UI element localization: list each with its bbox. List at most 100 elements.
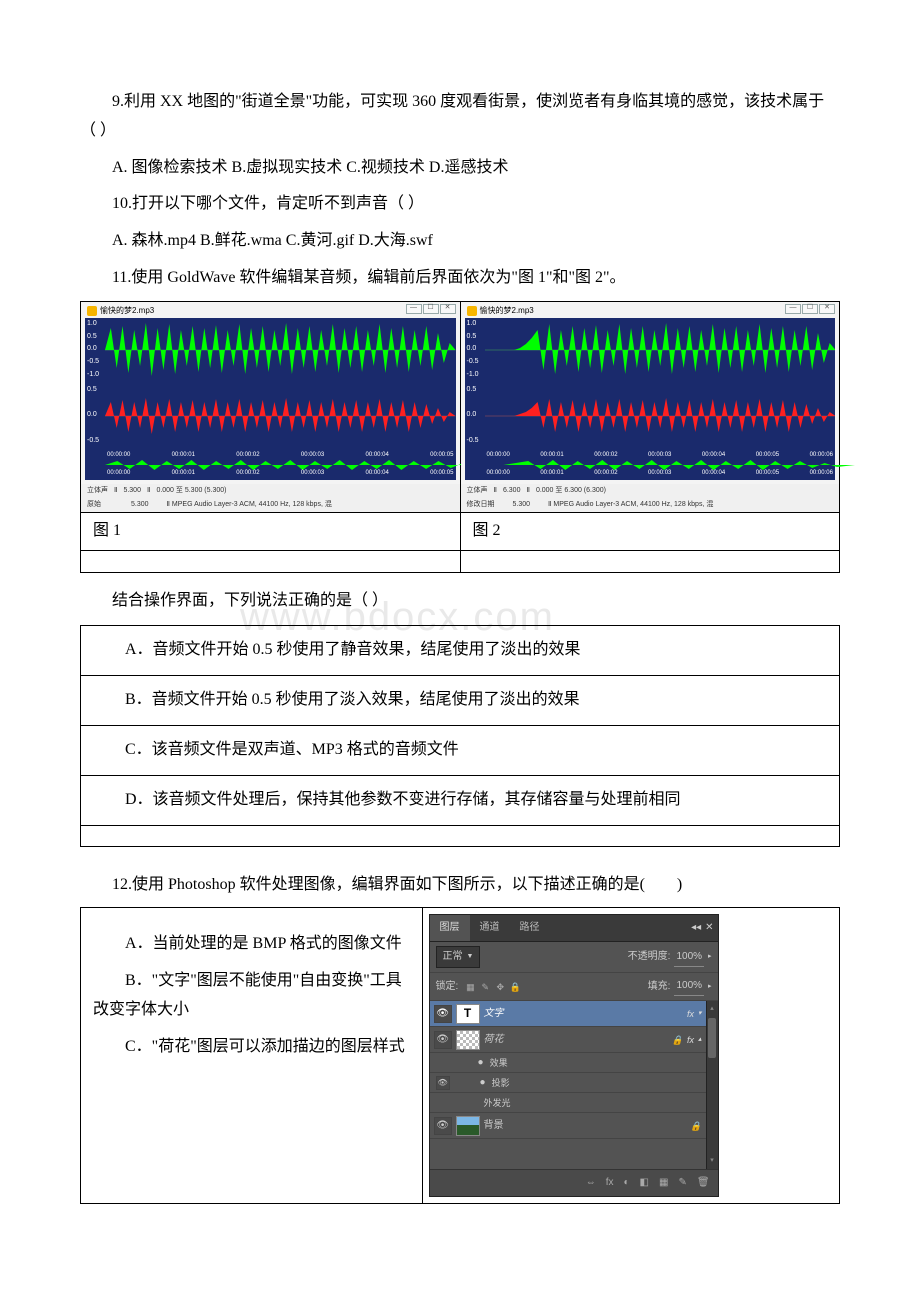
visibility-icon[interactable]: 👁 [434, 1117, 452, 1135]
layer-fx-icon[interactable]: fx [687, 1032, 694, 1048]
layer-fx-outerglow[interactable]: 外发光 [430, 1093, 706, 1113]
opacity-value[interactable]: 100% [674, 948, 704, 967]
fig1-cell: 愉快的梦2.mp3 — ☐ ✕ 1.0 0.5 0.0 -0.5 [81, 301, 461, 512]
scroll-thumb[interactable] [708, 1018, 716, 1058]
visibility-icon[interactable]: 👁 [434, 1005, 452, 1023]
gw2-range: 0.000 至 6.300 (6.300) [536, 485, 606, 498]
visibility-icon[interactable]: 👁 [434, 1031, 452, 1049]
q11-opt-d: D．该音频文件处理后，保持其他参数不变进行存储，其存储容量与处理前相同 [81, 775, 840, 825]
gw1-right-axis: 0.5 0.0 -0.5 [87, 384, 105, 448]
lock-icons: ▦ ✎ ✥ 🔒 [464, 981, 521, 993]
gw2-left-wave [485, 318, 836, 382]
q12-opt-c: C．"荷花"图层可以添加描边的图层样式 [93, 1033, 410, 1062]
gw1-window-controls: — ☐ ✕ [406, 304, 456, 314]
fig2-cell: 愉快的梦2.mp3 — ☐ ✕ 1.0 0.5 0.0 -0.5 -1.0 [460, 301, 840, 512]
fx-bullet-icon: ● [480, 1074, 486, 1092]
scroll-down-icon[interactable]: ▾ [710, 1155, 714, 1168]
gw2-overview: 00:00:00 00:00:01 00:00:02 00:00:03 00:0… [465, 458, 836, 480]
collapse-icon[interactable]: ◂◂ [691, 919, 701, 937]
layer-fx-shadow[interactable]: 👁 ● 投影 [430, 1073, 706, 1093]
photoshop-layers-panel: 图层 通道 路径 ◂◂ ✕ 正常 ▼ 不透明度: 100% ▸ [429, 914, 719, 1197]
layer-fx-icon[interactable]: fx [687, 1006, 694, 1022]
gw2-titlebar: 愉快的梦2.mp3 [467, 304, 534, 318]
gw1-overview-labels: 00:00:00 00:00:01 00:00:02 00:00:03 00:0… [107, 468, 454, 479]
layer-mask-icon[interactable]: ◐ [624, 1174, 630, 1192]
max-icon[interactable]: ☐ [802, 304, 818, 314]
blend-mode-dropdown[interactable]: 正常 ▼ [436, 946, 481, 968]
ps-tab-layers[interactable]: 图层 [430, 915, 470, 941]
ps-tab-channels[interactable]: 通道 [470, 915, 510, 941]
q11-opt-a: A．音频文件开始 0.5 秒使用了静音效果，结尾使用了淡出的效果 [81, 626, 840, 676]
gw1-statusbar: 立体声 Ⅱ 5.300 Ⅱ 0.000 至 5.300 (5.300) 原始 5… [81, 484, 460, 512]
layer-background[interactable]: 👁 背景 🔒 [430, 1113, 706, 1139]
close-icon[interactable]: ✕ [819, 304, 835, 314]
ps-layers-list: 👁 T 文字 fx ▾ 👁 荷花 [430, 1001, 706, 1169]
q11-opt-b: B．音频文件开始 0.5 秒使用了淡入效果，结尾使用了淡出的效果 [81, 676, 840, 726]
ps-tabs: 图层 通道 路径 ◂◂ ✕ [430, 915, 718, 942]
gw2-right-channel: 0.5 0.0 -0.5 [465, 384, 836, 448]
dropdown-icon: ▼ [467, 951, 474, 964]
layer-text-name: 文字 [484, 1005, 683, 1023]
gw1-format: Ⅱ MPEG Audio Layer-3 ACM, 44100 Hz, 128 … [167, 499, 332, 512]
group-icon[interactable]: ▦ [659, 1174, 668, 1192]
gw1-left-wave [105, 318, 456, 382]
gw1-range: 0.000 至 5.300 (5.300) [156, 485, 226, 498]
layer-text[interactable]: 👁 T 文字 fx ▾ [430, 1001, 706, 1027]
min-icon[interactable]: — [785, 304, 801, 314]
scroll-up-icon[interactable]: ▴ [710, 1003, 714, 1016]
new-layer-icon[interactable]: ✎ [678, 1174, 686, 1192]
lock-all-icon[interactable]: 🔒 [509, 981, 521, 993]
ps-tab-paths[interactable]: 路径 [510, 915, 550, 941]
layer-lock-icon: 🔒 [672, 1032, 683, 1048]
adjustment-layer-icon[interactable]: ◧ [640, 1174, 649, 1192]
close-panel-icon[interactable]: ✕ [705, 919, 713, 937]
gw1-left-channel: 1.0 0.5 0.0 -0.5 -1.0 [85, 318, 456, 382]
q12-opt-b: B．"文字"图层不能使用"自由变换"工具改变字体大小 [93, 967, 410, 1025]
gw2-right-wave [485, 384, 836, 448]
q11-follow: 结合操作界面，下列说法正确的是（ ） [80, 587, 840, 616]
q11-text: 11.使用 GoldWave 软件编辑某音频，编辑前后界面依次为"图 1"和"图… [80, 264, 840, 293]
gw2-waveform-area: 1.0 0.5 0.0 -0.5 -1.0 0.5 [465, 318, 836, 468]
q9-options: A. 图像检索技术 B.虚拟现实技术 C.视频技术 D.遥感技术 [80, 154, 840, 183]
q11-options-table: A．音频文件开始 0.5 秒使用了静音效果，结尾使用了淡出的效果 B．音频文件开… [80, 625, 840, 846]
close-icon[interactable]: ✕ [440, 304, 456, 314]
gw1-left-axis: 1.0 0.5 0.0 -0.5 -1.0 [87, 318, 105, 382]
layer-lotus-name: 荷花 [484, 1031, 668, 1049]
lock-position-icon[interactable]: ✥ [494, 981, 506, 993]
goldwave-fig2: 愉快的梦2.mp3 — ☐ ✕ 1.0 0.5 0.0 -0.5 -1.0 [461, 302, 840, 512]
gw1-titlebar: 愉快的梦2.mp3 [87, 304, 154, 318]
fig2-label: 图 2 [460, 512, 840, 550]
gw1-overview: 00:00:00 00:00:01 00:00:02 00:00:03 00:0… [85, 458, 456, 480]
fill-dropdown-icon[interactable]: ▸ [708, 981, 712, 994]
max-icon[interactable]: ☐ [423, 304, 439, 314]
lock-paint-icon[interactable]: ✎ [479, 981, 491, 993]
link-layers-icon[interactable]: ⇔ [586, 1174, 596, 1192]
ps-lock-row: 锁定: ▦ ✎ ✥ 🔒 填充: 100% ▸ [430, 973, 718, 1001]
delete-layer-icon[interactable]: 🗑 [697, 1174, 710, 1192]
fig1-label: 图 1 [81, 512, 461, 550]
layer-lock-icon: 🔒 [690, 1118, 701, 1134]
min-icon[interactable]: — [406, 304, 422, 314]
fill-value[interactable]: 100% [674, 977, 704, 996]
gw2-window-controls: — ☐ ✕ [785, 304, 835, 314]
q12-panel-cell: 图层 通道 路径 ◂◂ ✕ 正常 ▼ 不透明度: 100% ▸ [422, 908, 839, 1204]
q10-text: 10.打开以下哪个文件，肯定听不到声音（ ） [80, 190, 840, 219]
opacity-dropdown-icon[interactable]: ▸ [708, 951, 712, 964]
gw1-title: 愉快的梦2.mp3 [100, 304, 154, 318]
visibility-icon[interactable]: 👁 [436, 1076, 450, 1090]
gw1-right-channel: 0.5 0.0 -0.5 [85, 384, 456, 448]
chevron-icon[interactable]: ▾ [698, 1008, 702, 1021]
gw1-right-wave [105, 384, 456, 448]
q12-table: A．当前处理的是 BMP 格式的图像文件 B．"文字"图层不能使用"自由变换"工… [80, 907, 840, 1204]
layer-style-icon[interactable]: fx [606, 1174, 614, 1192]
ps-scrollbar[interactable]: ▴ ▾ [706, 1001, 718, 1169]
q12-opt-a: A．当前处理的是 BMP 格式的图像文件 [93, 930, 410, 959]
chevron-icon[interactable]: ▴ [698, 1034, 702, 1047]
gw-app-icon [467, 306, 477, 316]
opacity-label: 不透明度: [628, 948, 671, 966]
gw1-waveform-area: 1.0 0.5 0.0 -0.5 -1.0 [85, 318, 456, 468]
layer-lotus[interactable]: 👁 荷花 🔒 fx ▴ [430, 1027, 706, 1053]
q9-text: 9.利用 XX 地图的"街道全景"功能，可实现 360 度观看街景，使浏览者有身… [80, 88, 840, 146]
gw2-title: 愉快的梦2.mp3 [480, 304, 534, 318]
lock-transparent-icon[interactable]: ▦ [464, 981, 476, 993]
